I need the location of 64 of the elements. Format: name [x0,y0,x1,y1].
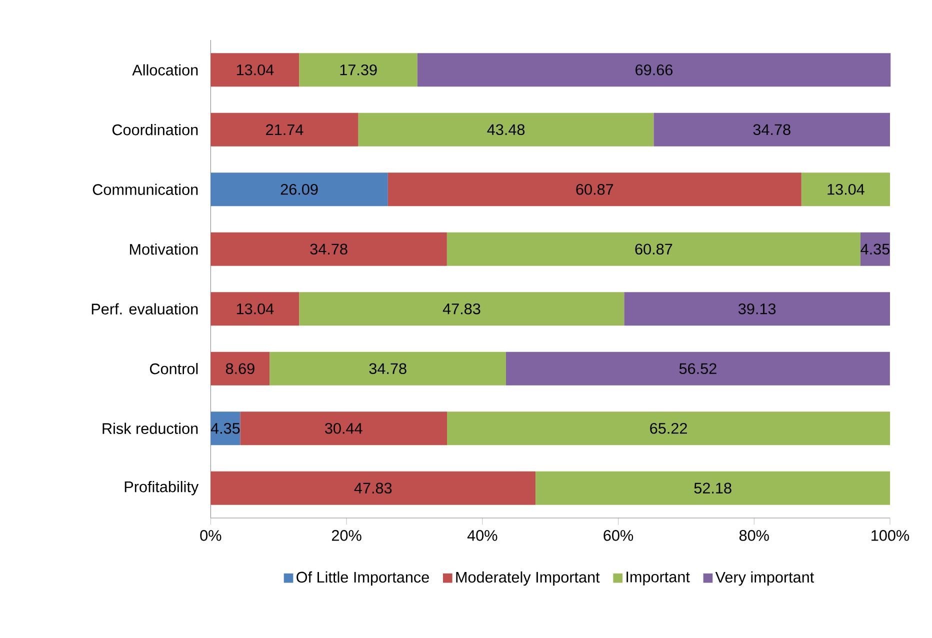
x-tick-label: 60% [604,530,634,541]
y-tick-label: Control [150,362,198,374]
bar [210,352,270,386]
data-label: 56.52 [679,363,716,374]
data-label: 65.22 [650,422,687,434]
x-tick-label: 80% [739,530,769,541]
y-tick-label: Communication [92,184,198,195]
bar [446,232,860,266]
x-tick-label: 0% [200,530,222,541]
y-tick-label: Profitability [124,480,199,496]
y-tick-label: Perf. evaluation [92,303,198,314]
legend-label: Very important [715,571,814,586]
bar [358,112,654,146]
bar [299,53,418,87]
bar [210,53,300,87]
data-label: 13.04 [828,184,864,195]
bar [270,352,506,386]
data-label: 69.66 [636,64,672,76]
bar [210,172,388,206]
bar [210,292,300,326]
bar [388,172,802,206]
bar [447,412,890,446]
bar [506,352,890,386]
bar [299,292,624,326]
bar [240,412,448,446]
data-label: 47.83 [442,303,480,314]
bar [654,112,890,146]
data-label: 60.87 [635,244,672,255]
data-label: 34.78 [369,363,406,374]
data-label: 43.48 [487,124,525,136]
data-label: 13.04 [236,303,274,314]
data-label: 60.87 [576,184,614,195]
data-label: 34.78 [753,124,790,136]
bar [210,232,447,266]
x-tick-label: 20% [332,530,362,541]
data-label: 30.44 [325,422,362,434]
data-label: 34.78 [310,244,348,255]
legend-label: Of Little Importance [296,571,429,586]
data-label: 47.83 [354,482,392,494]
bar [536,471,890,505]
bar [210,471,536,505]
y-tick-label: Risk reduction [102,422,198,434]
bar [801,172,890,206]
bar [417,53,891,87]
legend-label: Moderately Important [456,571,600,586]
data-label: 4.35 [860,244,890,255]
data-label: 39.13 [738,303,776,314]
bar [210,112,358,146]
data-label: 17.39 [340,64,377,76]
data-label: 52.18 [694,482,732,494]
bar [624,292,890,326]
bar [210,412,240,446]
x-tick-label: 100% [872,530,910,541]
y-tick-label: Allocation [132,64,198,76]
data-label: 13.04 [236,64,274,76]
data-label: 4.35 [210,422,240,434]
data-label: 26.09 [280,184,318,195]
x-tick-label: 40% [467,530,498,541]
y-tick-label: Motivation [130,244,198,255]
bar [860,232,890,266]
legend-label: Important [626,572,690,586]
data-label: 8.69 [226,363,254,374]
data-label: 21.74 [266,124,304,135]
y-tick-label: Coordination [112,124,198,136]
